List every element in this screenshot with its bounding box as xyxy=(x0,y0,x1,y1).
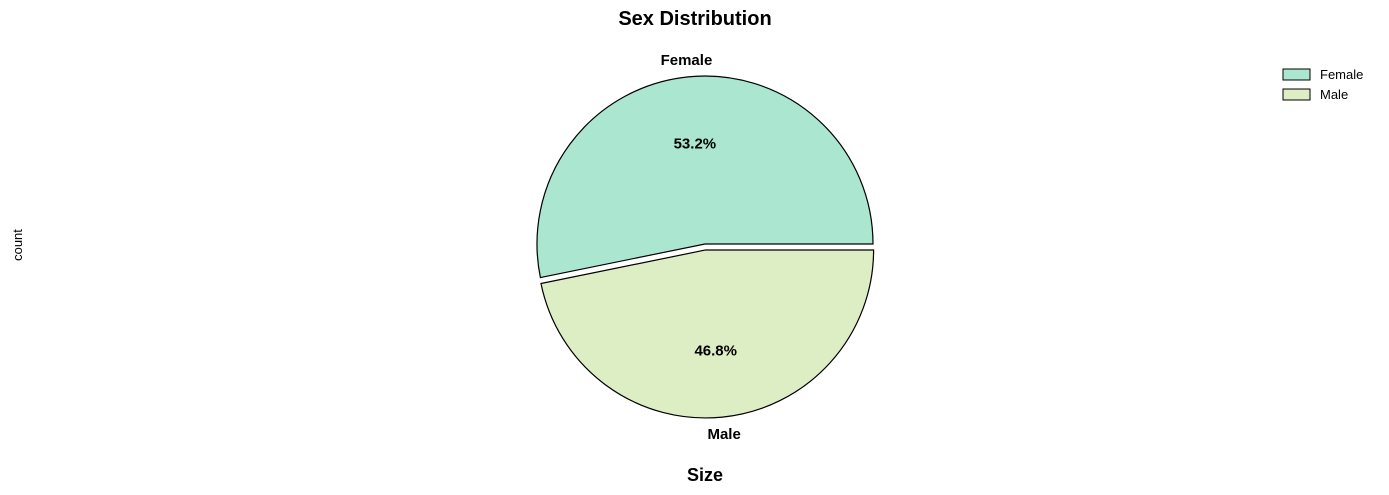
pie-slice-female xyxy=(536,75,874,279)
pie-slices xyxy=(536,75,875,419)
legend-swatch-female xyxy=(1282,68,1311,81)
pie-category-label-male: Male xyxy=(707,426,740,443)
pie-slice-male xyxy=(540,249,875,419)
x-axis-label: Size xyxy=(687,465,723,485)
chart-title: Sex Distribution xyxy=(618,8,771,30)
pie-category-label-female: Female xyxy=(661,52,713,69)
legend-label-male: Male xyxy=(1320,87,1348,102)
pie-labels: 53.2% Female 46.8% Male xyxy=(661,52,741,443)
pie-percent-label-male: 46.8% xyxy=(694,342,737,359)
legend: Female Male xyxy=(1282,67,1363,102)
y-axis-label: count xyxy=(10,229,25,261)
pie-percent-label-female: 53.2% xyxy=(674,136,717,153)
legend-label-female: Female xyxy=(1320,67,1363,82)
legend-swatch-male xyxy=(1282,88,1311,101)
